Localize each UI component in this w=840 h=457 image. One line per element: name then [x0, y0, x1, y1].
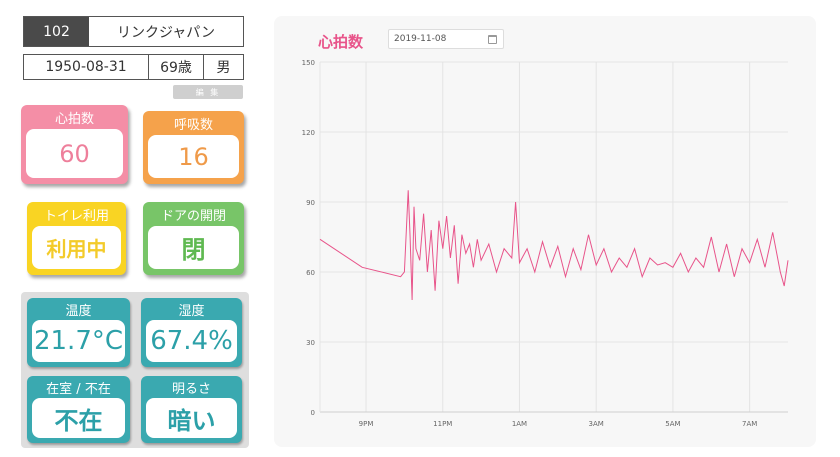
x-tick-label: 11PM: [433, 420, 452, 428]
x-tick-label: 5AM: [665, 420, 680, 428]
y-tick-label: 60: [306, 269, 315, 277]
toilet-value: 利用中: [32, 226, 121, 269]
respiration-label: 呼吸数: [173, 117, 213, 133]
patient-id-row: 102 リンクジャパン: [23, 16, 244, 47]
temperature-value: 21.7°C: [32, 320, 125, 362]
patient-sex: 男: [216, 60, 231, 76]
heart-rate-tile[interactable]: 心拍数 60: [21, 105, 128, 184]
humidity-value: 67.4%: [146, 320, 237, 362]
date-picker[interactable]: 2019-11-08: [388, 29, 504, 49]
door-tile[interactable]: ドアの開閉 閉: [143, 202, 244, 275]
heart-rate-value: 60: [26, 129, 123, 178]
temperature-label: 温度: [65, 303, 92, 319]
temperature-tile[interactable]: 温度 21.7°C: [27, 298, 130, 367]
y-tick-label: 120: [302, 129, 315, 137]
x-tick-label: 7AM: [742, 420, 757, 428]
door-value: 閉: [148, 226, 239, 269]
brightness-label: 明るさ: [171, 381, 211, 397]
date-value: 2019-11-08: [394, 34, 447, 44]
toilet-label: トイレ利用: [43, 208, 109, 224]
humidity-label: 湿度: [178, 303, 205, 319]
patient-name: リンクジャパン: [117, 24, 215, 41]
presence-value: 不在: [32, 398, 125, 438]
respiration-value: 16: [148, 135, 239, 178]
x-tick-label: 3AM: [589, 420, 604, 428]
patient-id: 102: [24, 17, 89, 46]
humidity-tile[interactable]: 湿度 67.4%: [141, 298, 242, 367]
chart-title: 心拍数: [318, 33, 364, 51]
presence-tile[interactable]: 在室 / 不在 不在: [27, 376, 130, 443]
respiration-tile[interactable]: 呼吸数 16: [143, 111, 244, 184]
brightness-tile[interactable]: 明るさ 暗い: [141, 376, 242, 443]
y-tick-label: 90: [306, 199, 315, 207]
calendar-icon[interactable]: [488, 35, 497, 44]
x-tick-label: 1AM: [512, 420, 527, 428]
patient-dob: 1950-08-31: [24, 55, 149, 79]
heart-rate-label: 心拍数: [54, 111, 94, 127]
heart-rate-chart: 0 30 60 90 120 150 9PM 11PM 1AM 3AM 5AM 7AM: [302, 59, 789, 428]
patient-age: 69歳: [149, 55, 204, 79]
y-tick-label: 0: [311, 409, 315, 417]
x-tick-label: 9PM: [359, 420, 374, 428]
y-tick-label: 150: [302, 59, 315, 67]
toilet-tile[interactable]: トイレ利用 利用中: [27, 202, 126, 275]
brightness-value: 暗い: [146, 398, 237, 438]
edit-button[interactable]: 編 集: [173, 85, 243, 99]
patient-info-row: 1950-08-31 69歳 男: [23, 54, 244, 80]
presence-label: 在室 / 不在: [46, 381, 111, 397]
heart-rate-line: [319, 190, 789, 301]
chart-panel: [274, 16, 816, 447]
door-label: ドアの開閉: [160, 208, 226, 224]
y-tick-label: 30: [306, 339, 315, 347]
